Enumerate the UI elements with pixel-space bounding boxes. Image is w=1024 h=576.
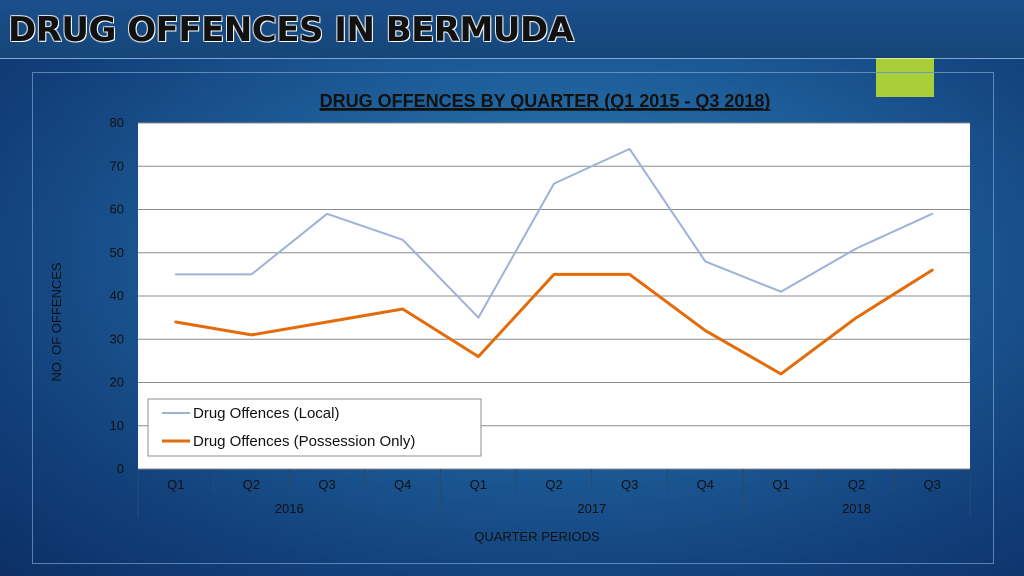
y-tick-label: 0 <box>117 461 124 476</box>
legend-box <box>147 398 482 457</box>
x-axis-title: QUARTER PERIODS <box>474 529 600 544</box>
y-tick-label: 20 <box>110 375 124 390</box>
year-group-label: 2016 <box>275 501 304 516</box>
x-tick-label: Q1 <box>470 477 487 492</box>
x-tick-label: Q1 <box>772 477 789 492</box>
x-tick-label: Q3 <box>318 477 335 492</box>
x-tick-label: Q2 <box>243 477 260 492</box>
y-axis-title: NO. OF OFFENCES <box>49 262 64 382</box>
year-group-label: 2018 <box>842 501 871 516</box>
x-tick-label: Q3 <box>621 477 638 492</box>
x-tick-label: Q4 <box>697 477 714 492</box>
x-tick-label: Q2 <box>545 477 562 492</box>
legend-label: Drug Offences (Possession Only) <box>193 433 415 450</box>
x-tick-label: Q1 <box>167 477 184 492</box>
x-tick-label: Q4 <box>394 477 411 492</box>
legend-label: Drug Offences (Local) <box>193 405 339 422</box>
y-tick-label: 50 <box>110 245 124 260</box>
slide-title: DRUG OFFENCES IN BERMUDA <box>8 10 574 50</box>
y-tick-label: 40 <box>110 288 124 303</box>
y-tick-label: 10 <box>110 418 124 433</box>
year-group-label: 2017 <box>577 501 606 516</box>
y-tick-label: 70 <box>110 158 124 173</box>
chart-frame <box>32 72 994 564</box>
y-tick-label: 30 <box>110 331 124 346</box>
y-tick-label: 60 <box>110 202 124 217</box>
x-tick-label: Q3 <box>924 477 941 492</box>
series-line-local <box>174 147 934 319</box>
chart-title: DRUG OFFENCES BY QUARTER (Q1 2015 - Q3 2… <box>320 91 771 111</box>
x-tick-label: Q2 <box>848 477 865 492</box>
y-tick-label: 80 <box>110 115 124 130</box>
title-bar: DRUG OFFENCES IN BERMUDA <box>0 0 1024 59</box>
series-line-possession <box>174 268 934 376</box>
